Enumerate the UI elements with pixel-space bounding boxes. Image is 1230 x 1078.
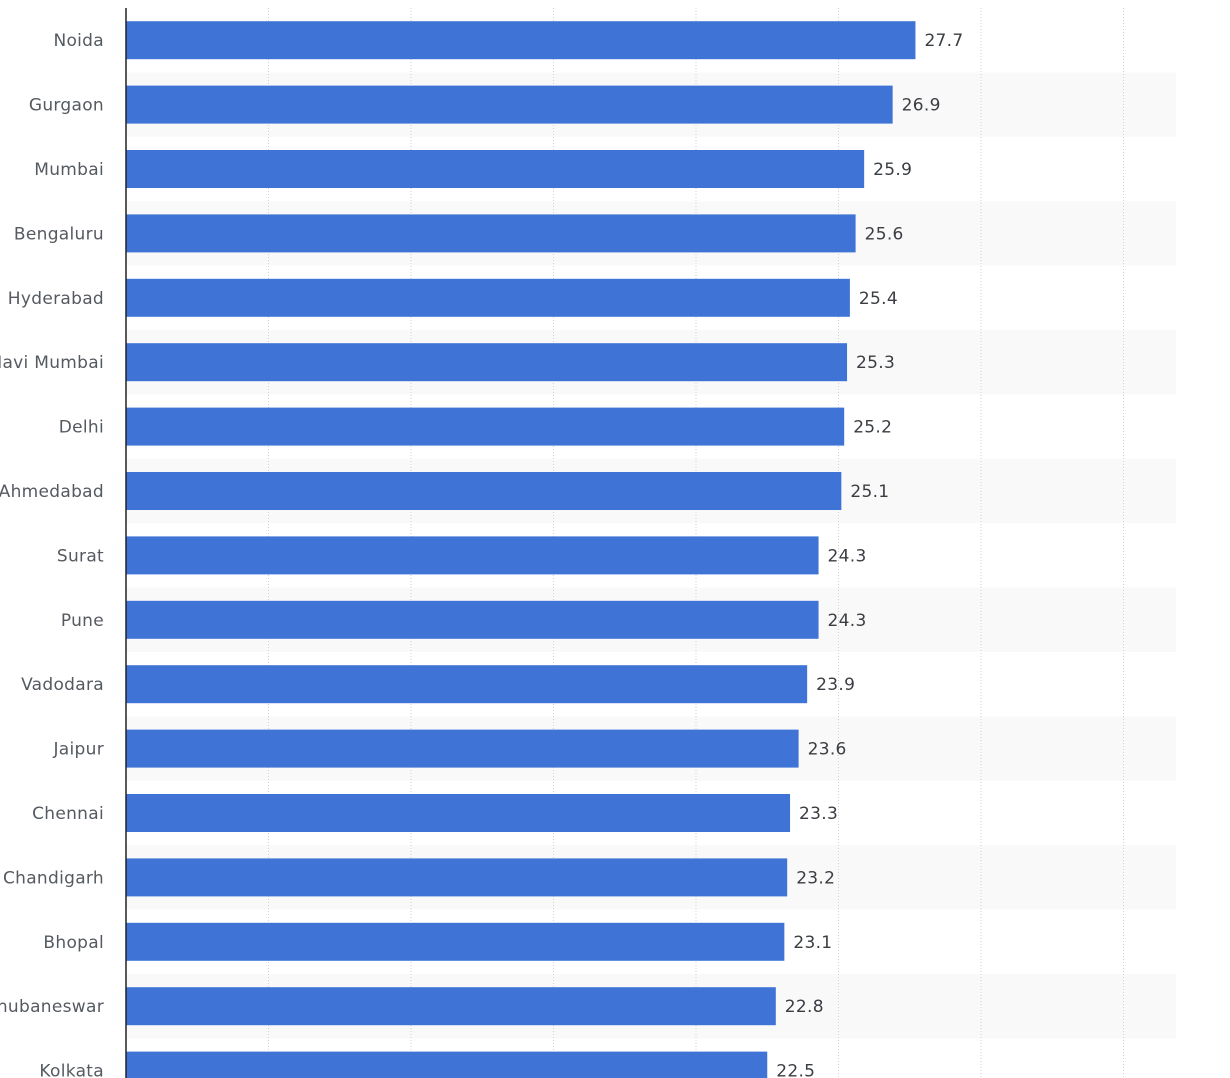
data-label: 26.9 <box>902 96 941 116</box>
bar[interactable] <box>126 794 791 832</box>
data-label: 23.3 <box>799 804 838 824</box>
bar[interactable] <box>126 1051 768 1078</box>
category-label: Delhi <box>59 418 104 438</box>
data-label: 22.8 <box>785 997 824 1017</box>
category-label: Gurgaon <box>29 96 104 116</box>
category-label: Noida <box>53 31 104 51</box>
data-label: 24.3 <box>828 611 867 631</box>
category-labels: Noida Gurgaon Mumbai Bengaluru Hyderabad Navi… <box>0 31 104 1078</box>
category-label: Mumbai <box>34 160 104 180</box>
bar[interactable] <box>126 214 856 253</box>
category-label: Navi Mumbai <box>0 353 104 373</box>
category-label: Jaipur <box>52 740 104 760</box>
bar[interactable] <box>126 85 893 124</box>
category-label: Bhopal <box>43 933 104 953</box>
data-label: 25.6 <box>865 224 904 244</box>
category-label: Chennai <box>32 804 104 824</box>
bars <box>126 21 916 1078</box>
category-label: Vadodara <box>21 675 104 695</box>
bar[interactable] <box>126 407 845 446</box>
bar[interactable] <box>126 729 799 768</box>
bar[interactable] <box>126 150 865 188</box>
data-label: 24.3 <box>828 546 867 566</box>
data-label: 25.4 <box>859 289 898 309</box>
bar[interactable] <box>126 987 776 1026</box>
category-label: Surat <box>57 546 104 566</box>
bar[interactable] <box>126 922 785 961</box>
category-label: Chandigarh <box>3 868 104 888</box>
data-label: 23.9 <box>816 675 855 695</box>
data-label: 23.1 <box>793 933 832 953</box>
data-label: 25.3 <box>856 353 895 373</box>
data-label: 27.7 <box>924 31 963 51</box>
data-label: 23.2 <box>796 868 835 888</box>
category-label: Hyderabad <box>8 289 104 309</box>
bar[interactable] <box>126 536 819 575</box>
category-label: Bhubaneswar <box>0 997 104 1017</box>
data-label: 22.5 <box>776 1062 815 1078</box>
data-label: 25.1 <box>850 482 889 502</box>
value-labels: 27.7 26.9 25.9 25.6 25.4 25.3 25.2 25.1 24.3 24.3… <box>776 31 963 1078</box>
data-label: 23.6 <box>808 740 847 760</box>
bar[interactable] <box>126 858 788 897</box>
data-label: 25.9 <box>873 160 912 180</box>
bar[interactable] <box>126 278 850 317</box>
bar[interactable] <box>126 343 848 382</box>
bar[interactable] <box>126 600 819 639</box>
bar[interactable] <box>126 21 916 60</box>
category-label: Bengaluru <box>14 224 104 244</box>
category-label: Kolkata <box>39 1062 104 1078</box>
category-label: Ahmedabad <box>0 482 104 502</box>
category-label: Pune <box>61 611 104 631</box>
bar[interactable] <box>126 665 808 704</box>
data-label: 25.2 <box>853 418 892 438</box>
bar[interactable] <box>126 472 842 510</box>
